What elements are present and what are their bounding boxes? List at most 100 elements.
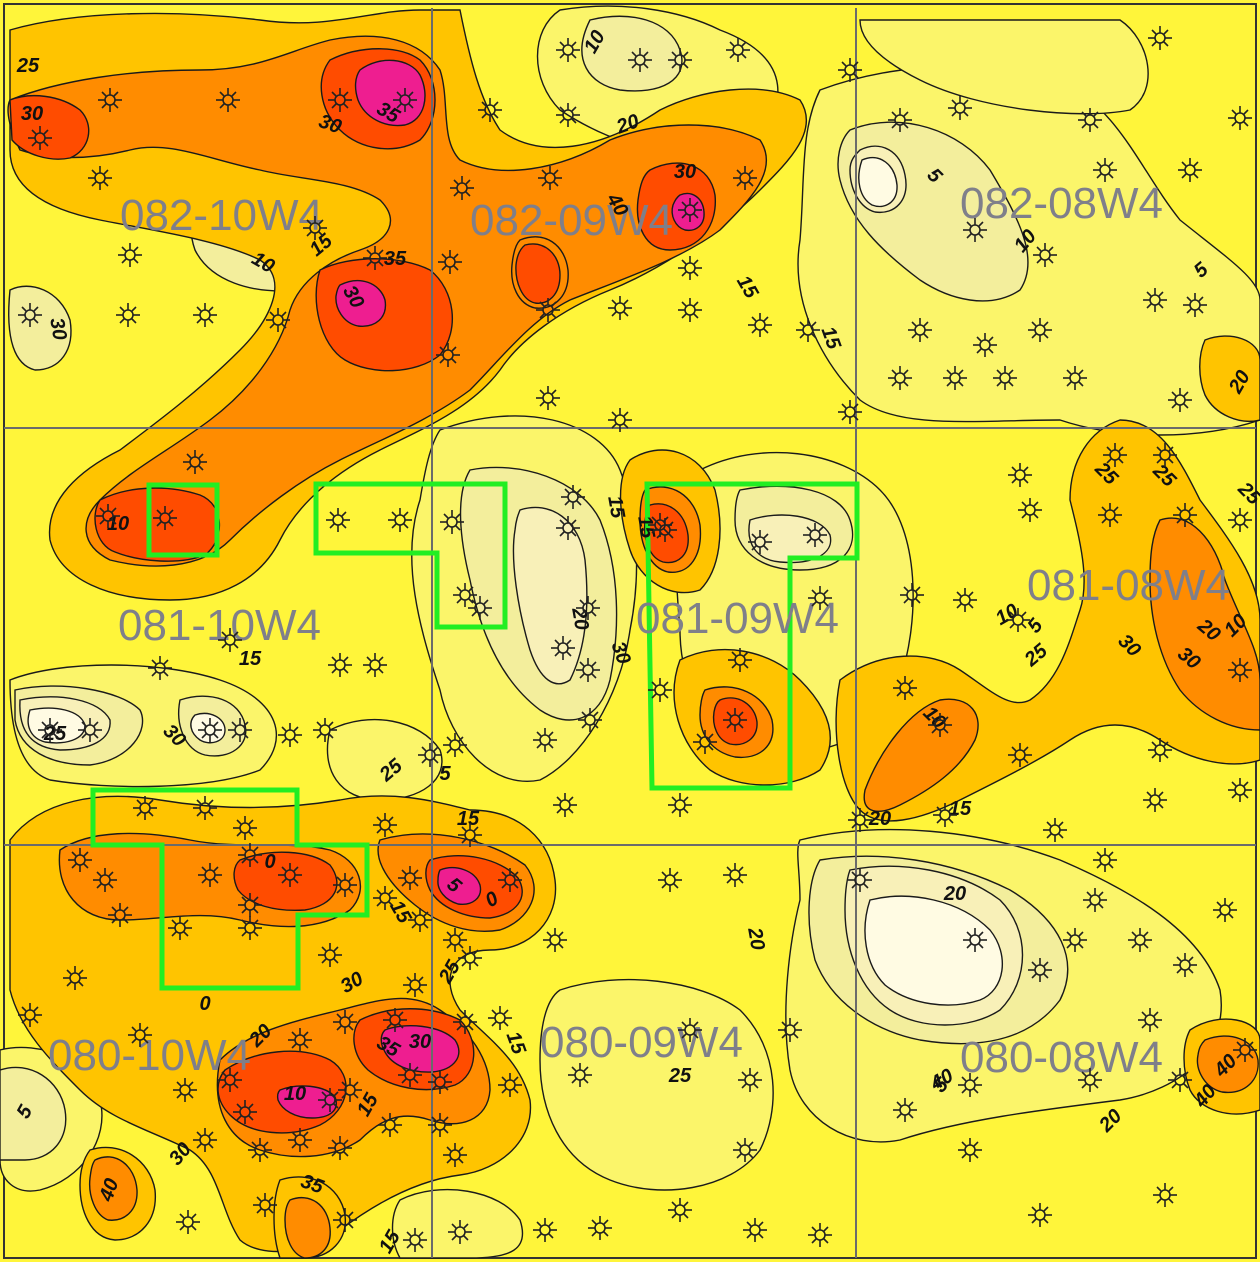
oil-well-icon xyxy=(266,308,290,332)
oil-well-icon xyxy=(888,108,912,132)
oil-well-icon xyxy=(328,653,352,677)
oil-well-icon xyxy=(658,868,682,892)
oil-well-icon xyxy=(723,863,747,887)
oil-well-icon xyxy=(748,530,772,554)
oil-well-icon xyxy=(1153,443,1177,467)
oil-well-icon xyxy=(538,166,562,190)
wells xyxy=(18,26,1257,1252)
oil-well-icon xyxy=(478,98,502,122)
highlight-areas xyxy=(90,481,860,991)
oil-well-icon xyxy=(588,1216,612,1240)
oil-well-icon xyxy=(958,1073,982,1097)
oil-well-icon xyxy=(668,793,692,817)
oil-well-icon xyxy=(668,48,692,72)
oil-well-icon xyxy=(1143,288,1167,312)
oil-well-icon xyxy=(808,586,832,610)
oil-well-icon xyxy=(28,126,52,150)
contour-label: 35 xyxy=(384,248,407,270)
oil-well-icon xyxy=(561,485,585,509)
oil-well-icon xyxy=(1183,293,1207,317)
contour-zone-35 xyxy=(9,48,758,1134)
oil-well-icon xyxy=(943,366,967,390)
oil-well-icon xyxy=(443,928,467,952)
oil-well-icon xyxy=(233,1100,257,1124)
oil-well-icon xyxy=(948,96,972,120)
oil-well-icon xyxy=(168,916,192,940)
oil-well-icon xyxy=(893,676,917,700)
oil-well-icon xyxy=(128,1023,152,1047)
oil-well-icon xyxy=(453,583,477,607)
contour-label: 15 xyxy=(239,648,262,670)
oil-well-icon xyxy=(1063,928,1087,952)
oil-well-icon xyxy=(973,333,997,357)
oil-well-icon xyxy=(218,628,242,652)
oil-well-icon xyxy=(133,796,157,820)
contour-zone-0 xyxy=(27,157,1004,1006)
oil-well-icon xyxy=(578,708,602,732)
highlight-box xyxy=(90,787,370,991)
oil-well-icon xyxy=(1228,778,1252,802)
oil-well-icon xyxy=(96,504,120,528)
oil-well-icon xyxy=(556,516,580,540)
contour-label: 30 xyxy=(674,161,696,183)
oil-well-icon xyxy=(993,366,1017,390)
contour-label: 30 xyxy=(45,316,71,342)
oil-well-icon xyxy=(398,866,422,890)
oil-well-icon xyxy=(378,1113,402,1137)
oil-well-icon xyxy=(653,518,677,542)
township-label: 081-09W4 xyxy=(636,594,839,643)
oil-well-icon xyxy=(1233,1038,1257,1062)
oil-well-icon xyxy=(216,88,240,112)
township-label: 081-08W4 xyxy=(1027,561,1230,610)
oil-well-icon xyxy=(278,723,302,747)
township-label: 080-09W4 xyxy=(540,1018,743,1067)
oil-well-icon xyxy=(93,868,117,892)
oil-well-icon xyxy=(733,1138,757,1162)
oil-well-icon xyxy=(1228,658,1252,682)
oil-well-icon xyxy=(228,718,252,742)
oil-well-icon xyxy=(553,793,577,817)
oil-well-icon xyxy=(418,743,442,767)
oil-well-icon xyxy=(848,868,872,892)
oil-well-icon xyxy=(428,1070,452,1094)
oil-well-icon xyxy=(933,803,957,827)
oil-well-icon xyxy=(1078,1068,1102,1092)
oil-well-icon xyxy=(738,1068,762,1092)
oil-well-icon xyxy=(153,506,177,530)
oil-well-icon xyxy=(233,816,257,840)
oil-well-icon xyxy=(678,1018,702,1042)
oil-well-icon xyxy=(468,596,492,620)
contour-label: 20 xyxy=(943,883,966,905)
contour-label: 15 xyxy=(949,798,972,820)
oil-well-icon xyxy=(958,1138,982,1162)
oil-well-icon xyxy=(551,636,575,660)
oil-well-icon xyxy=(383,1008,407,1032)
oil-well-icon xyxy=(728,648,752,672)
oil-well-icon xyxy=(1028,958,1052,982)
oil-well-icon xyxy=(1043,818,1067,842)
oil-well-icon xyxy=(1143,788,1167,812)
oil-well-icon xyxy=(1078,108,1102,132)
oil-well-icon xyxy=(436,343,460,367)
oil-well-icon xyxy=(1103,443,1127,467)
oil-well-icon xyxy=(428,1113,452,1137)
oil-well-icon xyxy=(198,863,222,887)
oil-well-icon xyxy=(668,1198,692,1222)
oil-well-icon xyxy=(536,386,560,410)
oil-well-icon xyxy=(443,1143,467,1167)
township-label: 080-10W4 xyxy=(48,1031,251,1080)
oil-well-icon xyxy=(848,808,872,832)
oil-well-icon xyxy=(723,708,747,732)
oil-well-icon xyxy=(533,728,557,752)
oil-well-icon xyxy=(608,296,632,320)
oil-well-icon xyxy=(288,1028,312,1052)
oil-well-icon xyxy=(443,733,467,757)
oil-well-icon xyxy=(556,103,580,127)
oil-well-icon xyxy=(238,843,262,867)
oil-well-icon xyxy=(803,523,827,547)
oil-well-icon xyxy=(1063,366,1087,390)
contour-label: 15 xyxy=(457,808,480,830)
oil-well-icon xyxy=(373,886,397,910)
oil-well-icon xyxy=(176,1210,200,1234)
oil-well-icon xyxy=(1138,1008,1162,1032)
